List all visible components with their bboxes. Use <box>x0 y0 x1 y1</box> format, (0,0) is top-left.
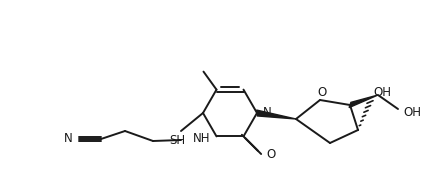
Text: N: N <box>263 106 272 119</box>
Text: O: O <box>317 86 327 99</box>
Text: OH: OH <box>403 106 421 119</box>
Text: O: O <box>267 148 276 161</box>
Text: N: N <box>64 133 73 146</box>
Polygon shape <box>257 110 296 119</box>
Text: NH: NH <box>193 132 211 145</box>
Polygon shape <box>349 95 378 108</box>
Text: SH: SH <box>169 133 185 146</box>
Text: OH: OH <box>373 87 391 100</box>
